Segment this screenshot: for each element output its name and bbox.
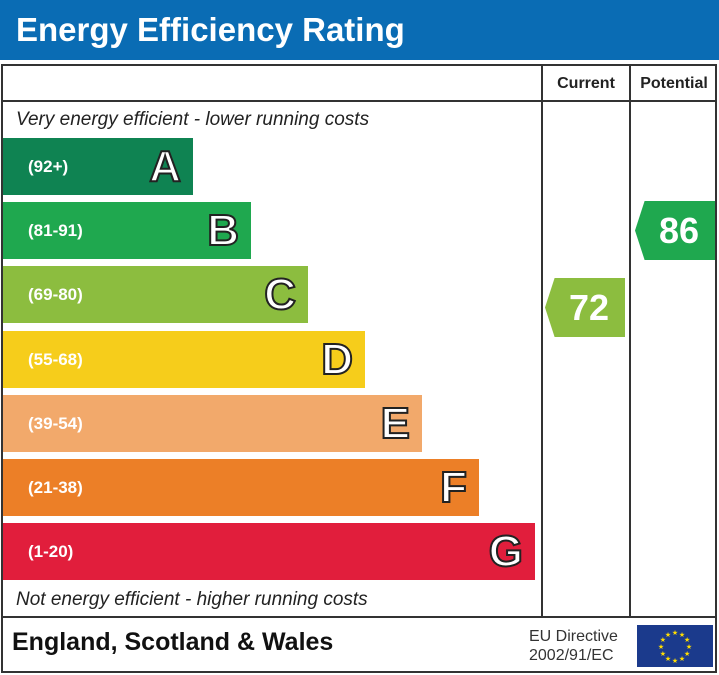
svg-text:★: ★ — [679, 655, 685, 663]
band-range: (92+) — [28, 157, 69, 176]
band-a: (92+) A — [3, 138, 193, 195]
column-header-potential: Potential — [640, 75, 708, 92]
svg-text:★: ★ — [658, 643, 664, 651]
divider — [629, 64, 631, 618]
column-header-current: Current — [557, 75, 615, 92]
eu-directive: EU Directive 2002/91/EC — [529, 627, 618, 665]
band-range: (69-80) — [28, 285, 83, 304]
directive-line1: EU Directive — [529, 628, 618, 645]
svg-text:★: ★ — [686, 643, 692, 651]
divider — [1, 100, 717, 102]
svg-text:★: ★ — [660, 636, 666, 644]
potential-rating-arrow: 86 — [635, 201, 715, 260]
band-e: (39-54) E — [3, 395, 422, 452]
band-letter: G — [488, 526, 524, 577]
divider — [541, 64, 543, 618]
region-label: England, Scotland & Wales — [12, 628, 334, 656]
svg-text:★: ★ — [660, 650, 666, 658]
band-c: (69-80) C — [3, 266, 308, 323]
band-b: (81-91) B — [3, 202, 251, 259]
current-rating-arrow: 72 — [545, 278, 625, 337]
band-g: (1-20) G — [3, 523, 535, 580]
band-range: (81-91) — [28, 221, 83, 240]
svg-text:★: ★ — [679, 631, 685, 639]
svg-text:★: ★ — [672, 657, 678, 665]
band-range: (55-68) — [28, 350, 83, 369]
svg-text:★: ★ — [672, 629, 678, 637]
eu-flag-icon: ★★★★★★★★★ ★ ★★ — [637, 625, 713, 667]
top-note: Very energy efficient - lower running co… — [16, 109, 370, 130]
bottom-note: Not energy efficient - higher running co… — [16, 589, 368, 610]
page-title: Energy Efficiency Rating — [0, 0, 719, 60]
rating-table — [1, 64, 717, 673]
band-range: (1-20) — [28, 542, 74, 561]
band-letter: B — [206, 205, 240, 256]
svg-text:★: ★ — [665, 631, 671, 639]
band-f: (21-38) F — [3, 459, 479, 516]
divider — [1, 616, 717, 618]
directive-line2: 2002/91/EC — [529, 647, 614, 664]
svg-text:★: ★ — [665, 655, 671, 663]
band-letter: A — [148, 141, 182, 192]
band-letter: D — [320, 334, 354, 385]
band-letter: E — [380, 398, 411, 449]
band-letter: F — [439, 462, 468, 513]
band-letter: C — [263, 269, 297, 320]
svg-text:★: ★ — [684, 636, 690, 644]
band-range: (21-38) — [28, 478, 83, 497]
band-range: (39-54) — [28, 414, 83, 433]
band-d: (55-68) D — [3, 331, 365, 388]
svg-text:★: ★ — [684, 650, 690, 658]
